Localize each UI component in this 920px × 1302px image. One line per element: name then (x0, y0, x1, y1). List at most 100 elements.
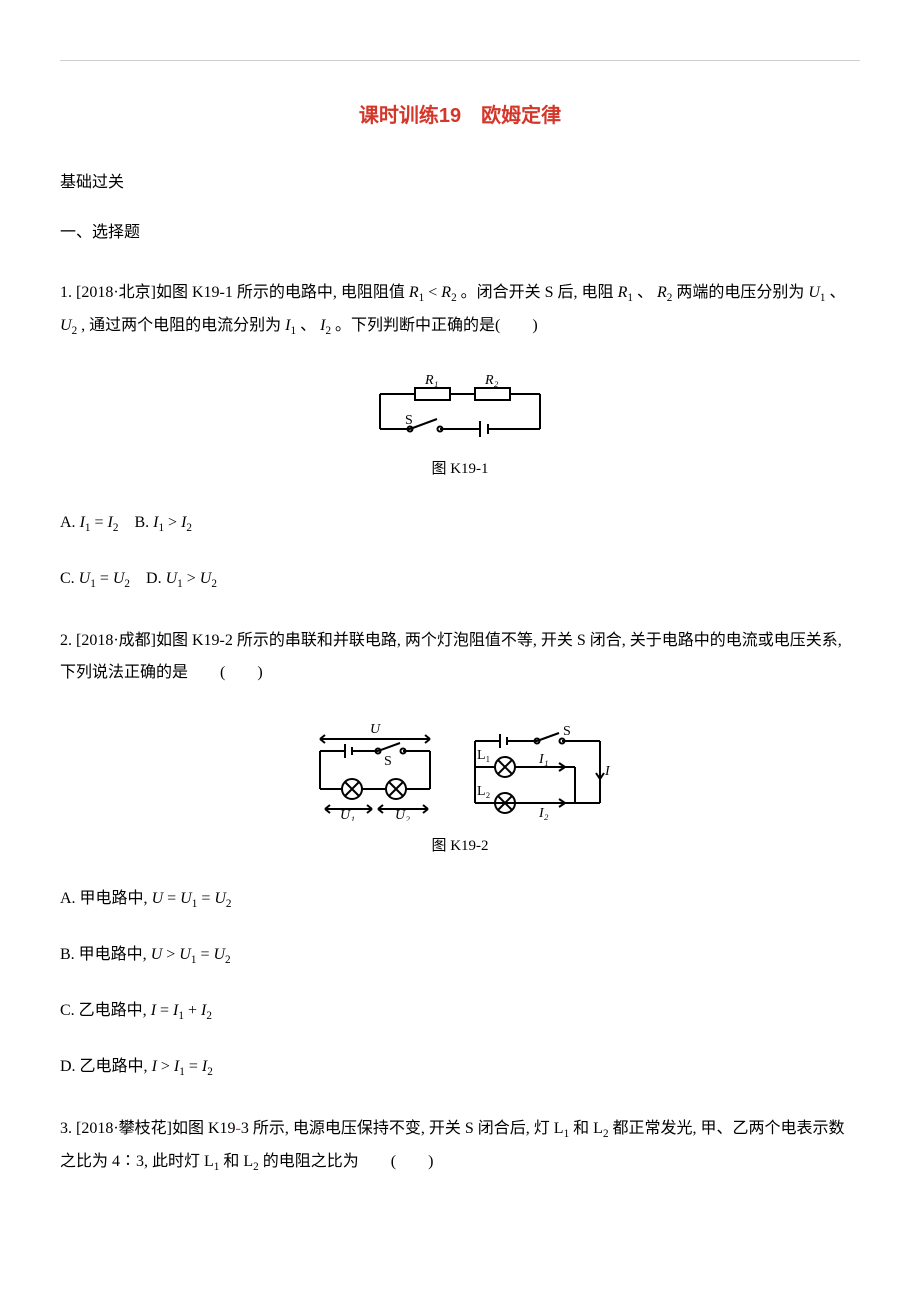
figure-k19-2-caption: 图 K19-2 (60, 835, 860, 858)
q1-A-rel: = (94, 514, 103, 531)
circuit-k19-2: U S (300, 721, 620, 821)
q1-C-U1: U (79, 570, 91, 587)
q3-mid3: 和 L (219, 1153, 253, 1170)
q1-sep1: 、 (637, 284, 653, 301)
fig1-R1: R₁ (424, 374, 438, 388)
q2-B-U2s: 2 (225, 954, 231, 966)
q1-B-I2s: 2 (186, 522, 192, 534)
q2-C-I1s: 1 (178, 1010, 184, 1022)
q2-B-U: U (151, 946, 163, 963)
q2-C-eq: = (160, 1002, 169, 1019)
figure-k19-1-caption: 图 K19-1 (60, 458, 860, 481)
q2-A-U: U (152, 890, 164, 907)
q2-D-I1s: 1 (179, 1066, 185, 1078)
q1-R2s: 2 (451, 292, 457, 304)
q1-optA: A. (60, 514, 76, 531)
q1-B-rel: > (168, 514, 177, 531)
q2-A-U2s: 2 (226, 898, 232, 910)
q1-lt: < (428, 284, 437, 301)
section-basic: 基础过关 (60, 171, 860, 195)
q1-R1bs: 1 (627, 292, 633, 304)
q1-D-U1s: 1 (177, 578, 183, 590)
q2-B-eq: = (200, 946, 209, 963)
q1-U2s: 2 (72, 325, 78, 337)
q2-optA: A. 甲电路中, U = U1 = U2 (60, 887, 860, 913)
q1-optB: B. (134, 514, 149, 531)
q2-D-I: I (152, 1058, 157, 1075)
q1-options-ab: A. I1 = I2 B. I1 > I2 (60, 511, 860, 537)
q1-U2: U (60, 317, 72, 334)
q3-pre: 3. [2018·攀枝花]如图 K19 (60, 1120, 236, 1137)
q2-A-U1: U (180, 890, 192, 907)
q2-A-U2: U (214, 890, 226, 907)
q2-B-U1s: 1 (191, 954, 197, 966)
q1-sep3: 、 (300, 317, 316, 334)
fig2-U1: U₁ (340, 808, 355, 821)
q3-stem: 3. [2018·攀枝花]如图 K19-3 所示, 电源电压保持不变, 开关 S… (60, 1113, 860, 1178)
q1-C-U2: U (113, 570, 125, 587)
figure-k19-1: R₁ R₂ S (60, 374, 860, 452)
q2-A-eq1: = (167, 890, 176, 907)
circuit-k19-1: R₁ R₂ S (365, 374, 555, 444)
q2-A-U1s: 1 (192, 898, 198, 910)
q2-optC: C. 乙电路中, I = I1 + I2 (60, 999, 860, 1025)
q3-mid: 和 L (569, 1120, 603, 1137)
q2-C-I2s: 2 (206, 1010, 212, 1022)
q2-A-eq2: = (201, 890, 210, 907)
q2-D-pre: D. 乙电路中, (60, 1058, 152, 1075)
q1-D-U2s: 2 (211, 578, 217, 590)
fig2-I1: I₁ (538, 752, 549, 767)
fig2-U: U (370, 722, 381, 737)
figure-k19-2: U S (60, 721, 860, 829)
q2-optB: B. 甲电路中, U > U1 = U2 (60, 943, 860, 969)
q1-stem: 1. [2018·北京]如图 K19-1 所示的电路中, 电阻阻值 R1 < R… (60, 277, 860, 342)
fig2-U2: U₂ (395, 808, 410, 821)
q2-B-gt: > (166, 946, 175, 963)
q1-R1b: R (618, 284, 628, 301)
q2-D-eq: = (189, 1058, 198, 1075)
page-title: 课时训练19 欧姆定律 (60, 101, 860, 131)
q2-A-pre: A. 甲电路中, (60, 890, 152, 907)
q1-mid2: 两端的电压分别为 (676, 284, 808, 301)
q1-I1s: 1 (291, 325, 297, 337)
q1-sep2: 、 (830, 284, 846, 301)
fig2-S-left: S (384, 754, 392, 769)
q1-mid3: , 通过两个电阻的电流分别为 (81, 317, 285, 334)
fig1-R2: R₂ (484, 374, 499, 388)
q1-D-U2: U (200, 570, 212, 587)
q1-R1: R (409, 284, 419, 301)
fig2-L1: L₁ (477, 748, 490, 763)
q2-stem: 2. [2018·成都]如图 K19-2 所示的串联和并联电路, 两个灯泡阻值不… (60, 625, 860, 689)
fig2-S-right: S (563, 724, 571, 739)
q2-D-gt: > (161, 1058, 170, 1075)
q2-C-plus: + (188, 1002, 197, 1019)
q2-B-U1: U (179, 946, 191, 963)
q1-pre: 1. [2018·北京]如图 K19-1 所示的电路中, 电阻阻值 (60, 284, 409, 301)
q2-B-pre: B. 甲电路中, (60, 946, 151, 963)
fig1-S: S (405, 413, 413, 428)
q1-optD: D. (146, 570, 162, 587)
q1-cond: 。闭合开关 S 后, 电阻 (461, 284, 618, 301)
q2-B-U2: U (213, 946, 225, 963)
q2-D-I2s: 2 (207, 1066, 213, 1078)
q3-tail: 的电阻之比为 ( ) (259, 1153, 434, 1170)
section-choice: 一、选择题 (60, 221, 860, 245)
top-rule (60, 60, 860, 61)
q1-U1s: 1 (820, 292, 826, 304)
q1-options-cd: C. U1 = U2 D. U1 > U2 (60, 567, 860, 593)
q2-optD: D. 乙电路中, I > I1 = I2 (60, 1055, 860, 1081)
q1-C-rel: = (100, 570, 109, 587)
q1-B-I1s: 1 (158, 522, 164, 534)
q1-C-U1s: 1 (90, 578, 96, 590)
q1-R2: R (441, 284, 451, 301)
q1-R2bs: 2 (667, 292, 673, 304)
q1-R1s: 1 (419, 292, 425, 304)
q3-post: 3 所示, 电源电压保持不变, 开关 S 闭合后, 灯 L (241, 1120, 564, 1137)
fig2-I2: I₂ (538, 806, 549, 821)
q1-D-U1: U (166, 570, 178, 587)
q1-I2s: 2 (325, 325, 331, 337)
q1-U1: U (808, 284, 820, 301)
fig2-I: I (604, 764, 611, 779)
q1-optC: C. (60, 570, 75, 587)
q1-D-rel: > (187, 570, 196, 587)
